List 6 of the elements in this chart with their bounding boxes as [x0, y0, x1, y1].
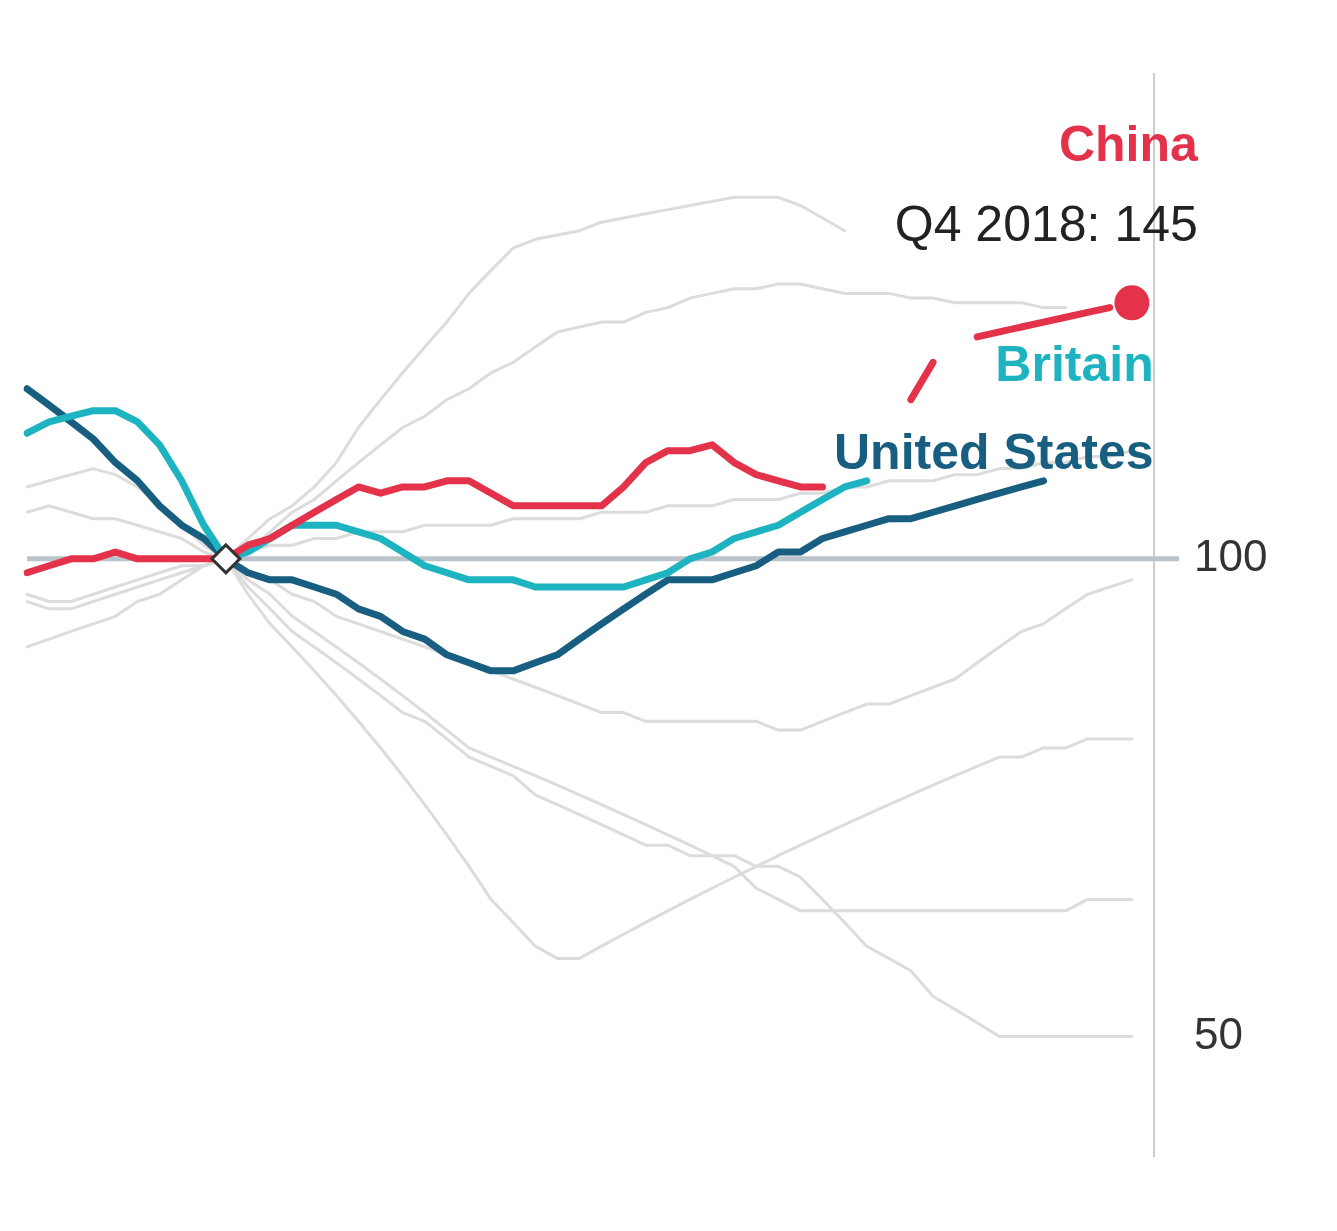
- text: Britain: [995, 335, 1154, 392]
- annotation: Q4 2018: 145: [894, 195, 1198, 252]
- text: China: [1058, 115, 1199, 172]
- y-tick-label: 50: [1194, 1008, 1243, 1058]
- series-label: United States: [833, 423, 1154, 480]
- y-tick-label: 100: [1194, 531, 1268, 580]
